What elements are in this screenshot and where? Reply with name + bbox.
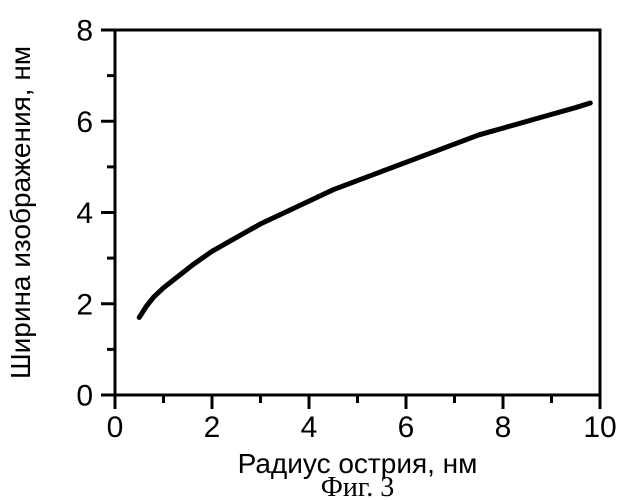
x-tick-label: 10	[583, 411, 616, 444]
x-tick-label: 4	[301, 411, 318, 444]
y-axis-label: Ширина изображения, нм	[5, 46, 36, 379]
y-tick-label: 0	[76, 380, 93, 413]
x-tick-label: 6	[398, 411, 415, 444]
y-tick-label: 8	[76, 15, 93, 48]
y-tick-label: 6	[76, 106, 93, 139]
x-tick-label: 8	[495, 411, 512, 444]
chart-svg: 024681002468Радиус острия, нмШирина изоб…	[0, 0, 626, 500]
x-tick-label: 2	[204, 411, 221, 444]
figure-caption: Фиг. 3	[321, 472, 394, 500]
plot-frame	[115, 30, 600, 395]
x-tick-label: 0	[107, 411, 124, 444]
y-tick-label: 4	[76, 197, 93, 230]
chart-container: 024681002468Радиус острия, нмШирина изоб…	[0, 0, 626, 500]
y-tick-label: 2	[76, 288, 93, 321]
